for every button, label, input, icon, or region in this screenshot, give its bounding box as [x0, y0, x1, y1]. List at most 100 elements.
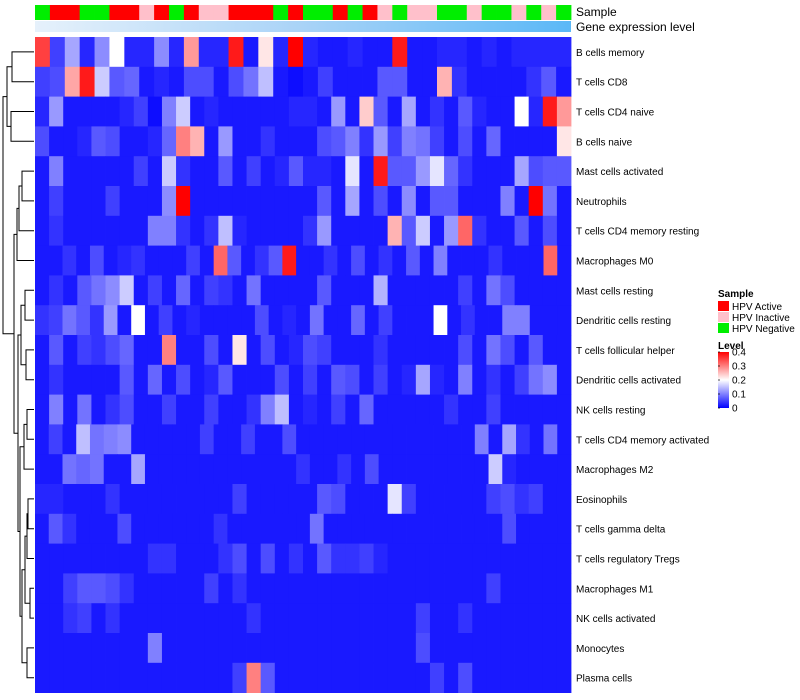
heatmap-cell	[158, 424, 173, 455]
heatmap-cell	[317, 543, 332, 574]
heatmap-cell	[133, 394, 149, 425]
heatmap-cell	[528, 603, 544, 634]
heatmap-cell	[268, 513, 283, 544]
heatmap-cell	[556, 37, 572, 68]
heatmap-cell	[303, 37, 319, 68]
heatmap-cell	[186, 454, 201, 485]
heatmap-cell	[204, 156, 219, 187]
heatmap-cell	[303, 484, 318, 515]
heatmap-cell	[218, 394, 233, 425]
heatmap-cell	[331, 126, 346, 157]
heatmap-cell	[556, 364, 572, 395]
heatmap-cell	[317, 573, 332, 604]
heatmap-cell	[246, 275, 262, 306]
sample-annotation-cell	[407, 5, 423, 20]
heatmap-cell	[528, 126, 544, 157]
heatmap-cell	[529, 513, 544, 544]
heatmap-cell	[246, 364, 262, 395]
heatmap-cell	[176, 126, 191, 157]
heatmap-cell	[474, 245, 489, 276]
heatmap-cell	[317, 484, 332, 515]
heatmap-cell	[472, 215, 487, 246]
heatmap-cell	[190, 573, 205, 604]
heatmap-cell	[161, 573, 177, 604]
heatmap-cell	[204, 364, 219, 395]
heatmap-cell	[345, 96, 360, 127]
heatmap-cell	[232, 394, 247, 425]
heatmap-cells	[35, 37, 572, 693]
heatmap-cell	[218, 156, 233, 187]
heatmap-cell	[288, 662, 304, 693]
sample-annotation-cell	[35, 5, 51, 20]
heatmap-cell	[359, 275, 374, 306]
heatmap-cell	[204, 394, 219, 425]
heatmap-cell	[199, 245, 215, 276]
heatmap-cell	[288, 186, 304, 217]
heatmap-cell	[331, 215, 346, 246]
level-legend-title: Level	[718, 341, 744, 352]
heatmap-cell	[77, 662, 92, 693]
heatmap-cell	[429, 335, 445, 366]
heatmap-cell	[35, 37, 51, 68]
heatmap-cell	[415, 394, 431, 425]
heatmap-cell	[218, 364, 233, 395]
heatmap-cell	[186, 513, 201, 544]
heatmap-cell	[147, 484, 163, 515]
dendrogram-branch	[25, 349, 34, 381]
heatmap-cell	[282, 454, 297, 485]
heatmap-cell	[486, 186, 501, 217]
heatmap-cell	[556, 186, 572, 217]
heatmap-cell	[387, 543, 403, 574]
heatmap-cell	[133, 215, 149, 246]
heatmap-cell	[213, 305, 228, 336]
heatmap-cell	[94, 37, 110, 68]
heatmap-cell	[444, 335, 459, 366]
heatmap-cell	[147, 364, 163, 395]
heatmap-cell	[76, 305, 91, 336]
heatmap-cell	[526, 37, 542, 68]
dendrogram-branch	[11, 51, 34, 83]
heatmap-cell	[63, 543, 78, 574]
heatmap-cell	[444, 126, 459, 157]
heatmap-cell	[514, 394, 530, 425]
heatmap-cell	[387, 394, 403, 425]
heatmap-cell	[190, 335, 205, 366]
heatmap-cell	[296, 245, 311, 276]
heatmap-cell	[77, 543, 92, 574]
heatmap-cell	[131, 245, 146, 276]
heatmap-cell	[472, 186, 487, 217]
heatmap-cell	[227, 245, 242, 276]
heatmap-cell	[105, 96, 121, 127]
heatmap-cell	[317, 364, 332, 395]
heatmap-cell	[35, 186, 50, 217]
heatmap-cell	[105, 543, 121, 574]
row-label: T cells CD4 naive	[576, 108, 655, 119]
heatmap-cell	[387, 335, 403, 366]
sample-annotation-cell	[303, 5, 319, 20]
heatmap-cell	[345, 156, 360, 187]
heatmap-cell	[529, 454, 544, 485]
heatmap-cell	[488, 454, 503, 485]
heatmap-cell	[147, 335, 163, 366]
heatmap-cell	[528, 335, 544, 366]
heatmap-cell	[199, 513, 215, 544]
heatmap-cell	[472, 96, 487, 127]
heatmap-cell	[133, 484, 149, 515]
heatmap-cell	[415, 484, 431, 515]
heatmap-cell	[359, 186, 374, 217]
row-label: Mast cells activated	[576, 167, 663, 178]
heatmap-cell	[500, 662, 515, 693]
heatmap-cell	[458, 573, 473, 604]
heatmap-cell	[401, 96, 417, 127]
heatmap-cell	[49, 394, 64, 425]
heatmap-cell	[63, 96, 78, 127]
heatmap-cell	[528, 156, 544, 187]
heatmap-cell	[500, 633, 515, 664]
heatmap-cell	[429, 96, 445, 127]
heatmap-cell	[472, 484, 487, 515]
heatmap-cell	[49, 126, 64, 157]
heatmap-cell	[254, 305, 270, 336]
heatmap-cell	[49, 66, 66, 97]
heatmap-cell	[377, 66, 393, 97]
heatmap-cell	[274, 603, 290, 634]
